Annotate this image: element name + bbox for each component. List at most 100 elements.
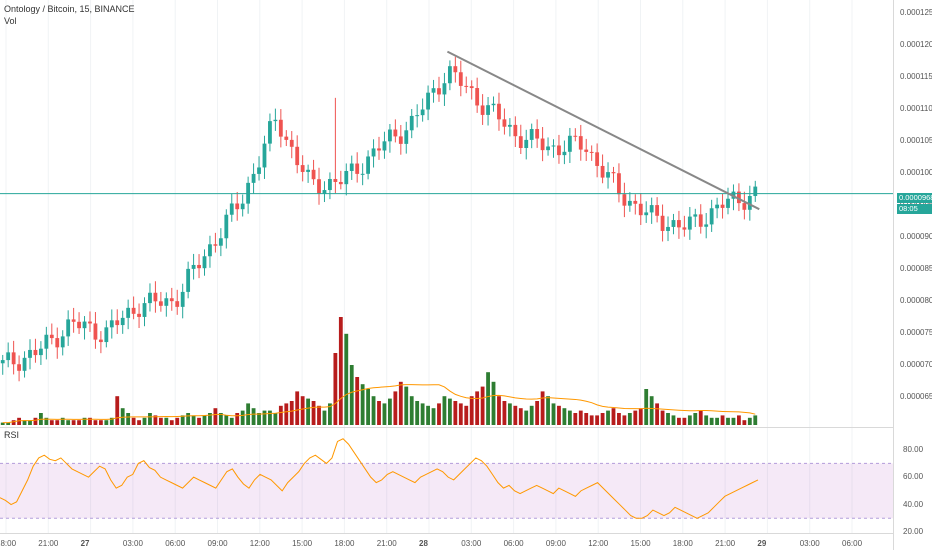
volume-bar xyxy=(567,410,572,425)
candle-body xyxy=(655,205,660,216)
candle-body xyxy=(295,146,300,166)
volume-bar xyxy=(278,405,283,425)
volume-bar xyxy=(6,422,11,425)
volume-bar xyxy=(333,353,338,425)
candle-body xyxy=(671,220,676,227)
trendline[interactable] xyxy=(446,50,760,211)
volume-bar xyxy=(229,417,234,425)
candle-body xyxy=(415,115,420,117)
time-tick-label: 29 xyxy=(757,539,767,548)
volume-bar xyxy=(611,408,616,425)
candle-body xyxy=(371,148,376,157)
volume-bar xyxy=(600,413,605,425)
candle-body xyxy=(377,148,381,151)
time-tick-label: 21:00 xyxy=(38,539,59,548)
candle-body xyxy=(131,307,136,314)
volume-bar xyxy=(289,401,294,425)
candle-body xyxy=(382,141,387,151)
time-tick-label: 03:00 xyxy=(461,539,482,548)
volume-bar xyxy=(622,415,627,425)
volume-bar xyxy=(284,403,289,425)
candle-body xyxy=(180,291,185,307)
candle-body xyxy=(268,121,272,144)
rsi-tick-label: 80.00 xyxy=(903,444,924,454)
candle-body xyxy=(475,88,480,106)
candle-body xyxy=(33,349,38,356)
symbol-title[interactable]: Ontology / Bitcoin, 15, BINANCE xyxy=(4,4,135,14)
candle-body xyxy=(366,156,371,174)
candle-body xyxy=(633,200,638,204)
volume-bar xyxy=(387,398,392,425)
volume-bar xyxy=(638,408,643,425)
candle-body xyxy=(120,317,125,326)
volume-bar xyxy=(731,417,736,425)
time-tick-label: 03:00 xyxy=(122,539,143,548)
volume-bar xyxy=(644,389,649,425)
candle-body xyxy=(649,205,654,213)
pane-divider[interactable] xyxy=(0,427,893,428)
candle-body xyxy=(77,321,81,329)
candle-body xyxy=(737,191,741,204)
candle-body xyxy=(213,244,218,246)
candle-body xyxy=(186,268,191,292)
candle-body xyxy=(338,181,343,185)
candle-body xyxy=(344,170,349,185)
volume-bar xyxy=(687,415,692,425)
volume-legend[interactable]: Vol xyxy=(4,16,17,26)
candle-body xyxy=(677,220,681,228)
candle-body xyxy=(469,86,474,89)
volume-bar xyxy=(497,396,501,425)
volume-bar xyxy=(377,401,381,425)
volume-bar xyxy=(458,403,463,425)
volume-bar xyxy=(44,417,49,425)
candle-body xyxy=(300,165,305,172)
volume-bar xyxy=(180,415,185,425)
volume-bar xyxy=(175,417,180,425)
time-tick-label: 18:00 xyxy=(0,539,17,548)
volume-bar xyxy=(627,413,632,425)
candle-body xyxy=(393,129,398,137)
volume-bar xyxy=(382,403,387,425)
volume-bar xyxy=(715,417,720,425)
volume-bar xyxy=(322,410,327,425)
candle-body xyxy=(562,151,567,156)
volume-bar xyxy=(202,415,207,425)
candle-body xyxy=(98,339,103,343)
candle-body xyxy=(753,186,758,197)
volume-bar xyxy=(22,420,27,425)
volume-bar xyxy=(524,410,529,425)
candle-body xyxy=(584,149,589,152)
candle-body xyxy=(535,129,540,139)
volume-bar xyxy=(475,391,480,425)
candle-body xyxy=(17,364,21,371)
candle-body xyxy=(349,163,354,171)
volume-bar xyxy=(355,377,360,425)
volume-bar xyxy=(393,391,398,425)
volume-bar xyxy=(268,410,272,425)
volume-bar xyxy=(480,386,485,425)
candle-body xyxy=(431,88,436,93)
candle-body xyxy=(28,349,32,358)
candle-body xyxy=(11,352,16,365)
volume-bar xyxy=(197,417,201,425)
volume-bar xyxy=(671,415,676,425)
candle-body xyxy=(567,135,572,152)
volume-bar xyxy=(753,415,758,425)
volume-bar xyxy=(518,408,523,425)
candle-body xyxy=(518,136,523,149)
candle-body xyxy=(202,256,207,269)
countdown-tag: 08:05 xyxy=(897,204,932,214)
volume-bar xyxy=(98,420,103,425)
candle-body xyxy=(420,109,425,116)
candle-body xyxy=(82,321,87,329)
candle-body xyxy=(524,139,529,149)
volume-bar xyxy=(709,417,714,425)
volume-bar xyxy=(317,405,321,425)
candle-body xyxy=(229,203,234,215)
candle-body xyxy=(491,103,496,106)
rsi-legend[interactable]: RSI xyxy=(4,430,20,440)
volume-bar xyxy=(338,317,343,425)
